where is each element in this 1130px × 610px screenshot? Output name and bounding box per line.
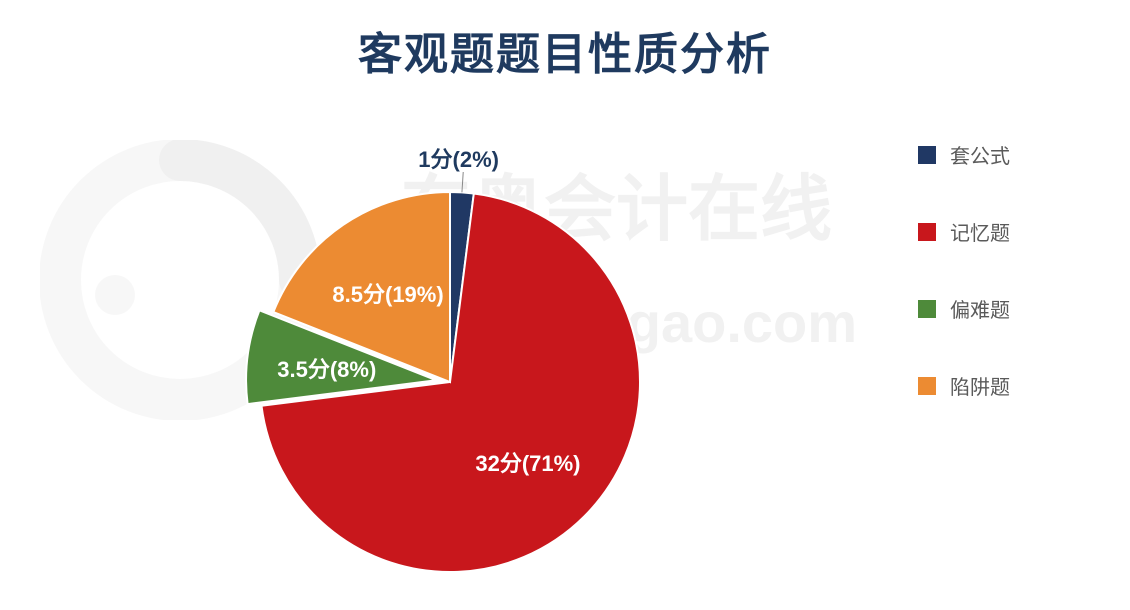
- legend-label: 偏难题: [950, 294, 1010, 323]
- legend-label: 记忆题: [950, 217, 1010, 246]
- chart-title: 客观题题目性质分析: [0, 0, 1130, 82]
- legend-label: 套公式: [950, 140, 1010, 169]
- pie-slice-label: 8.5分(19%): [318, 277, 458, 309]
- legend: 套公式 记忆题 偏难题 陷阱题: [918, 140, 1010, 448]
- legend-item: 陷阱题: [918, 371, 1010, 400]
- pie-slice-label: 3.5分(8%): [257, 352, 397, 384]
- pie-slice-label: 32分(71%): [458, 446, 598, 478]
- legend-swatch: [918, 300, 936, 318]
- legend-swatch: [918, 146, 936, 164]
- legend-item: 偏难题: [918, 294, 1010, 323]
- legend-swatch: [918, 377, 936, 395]
- pie-leader-line: [462, 172, 463, 192]
- legend-label: 陷阱题: [950, 371, 1010, 400]
- pie-slice-callout: 1分(2%): [418, 142, 499, 174]
- legend-item: 套公式: [918, 140, 1010, 169]
- legend-swatch: [918, 223, 936, 241]
- legend-item: 记忆题: [918, 217, 1010, 246]
